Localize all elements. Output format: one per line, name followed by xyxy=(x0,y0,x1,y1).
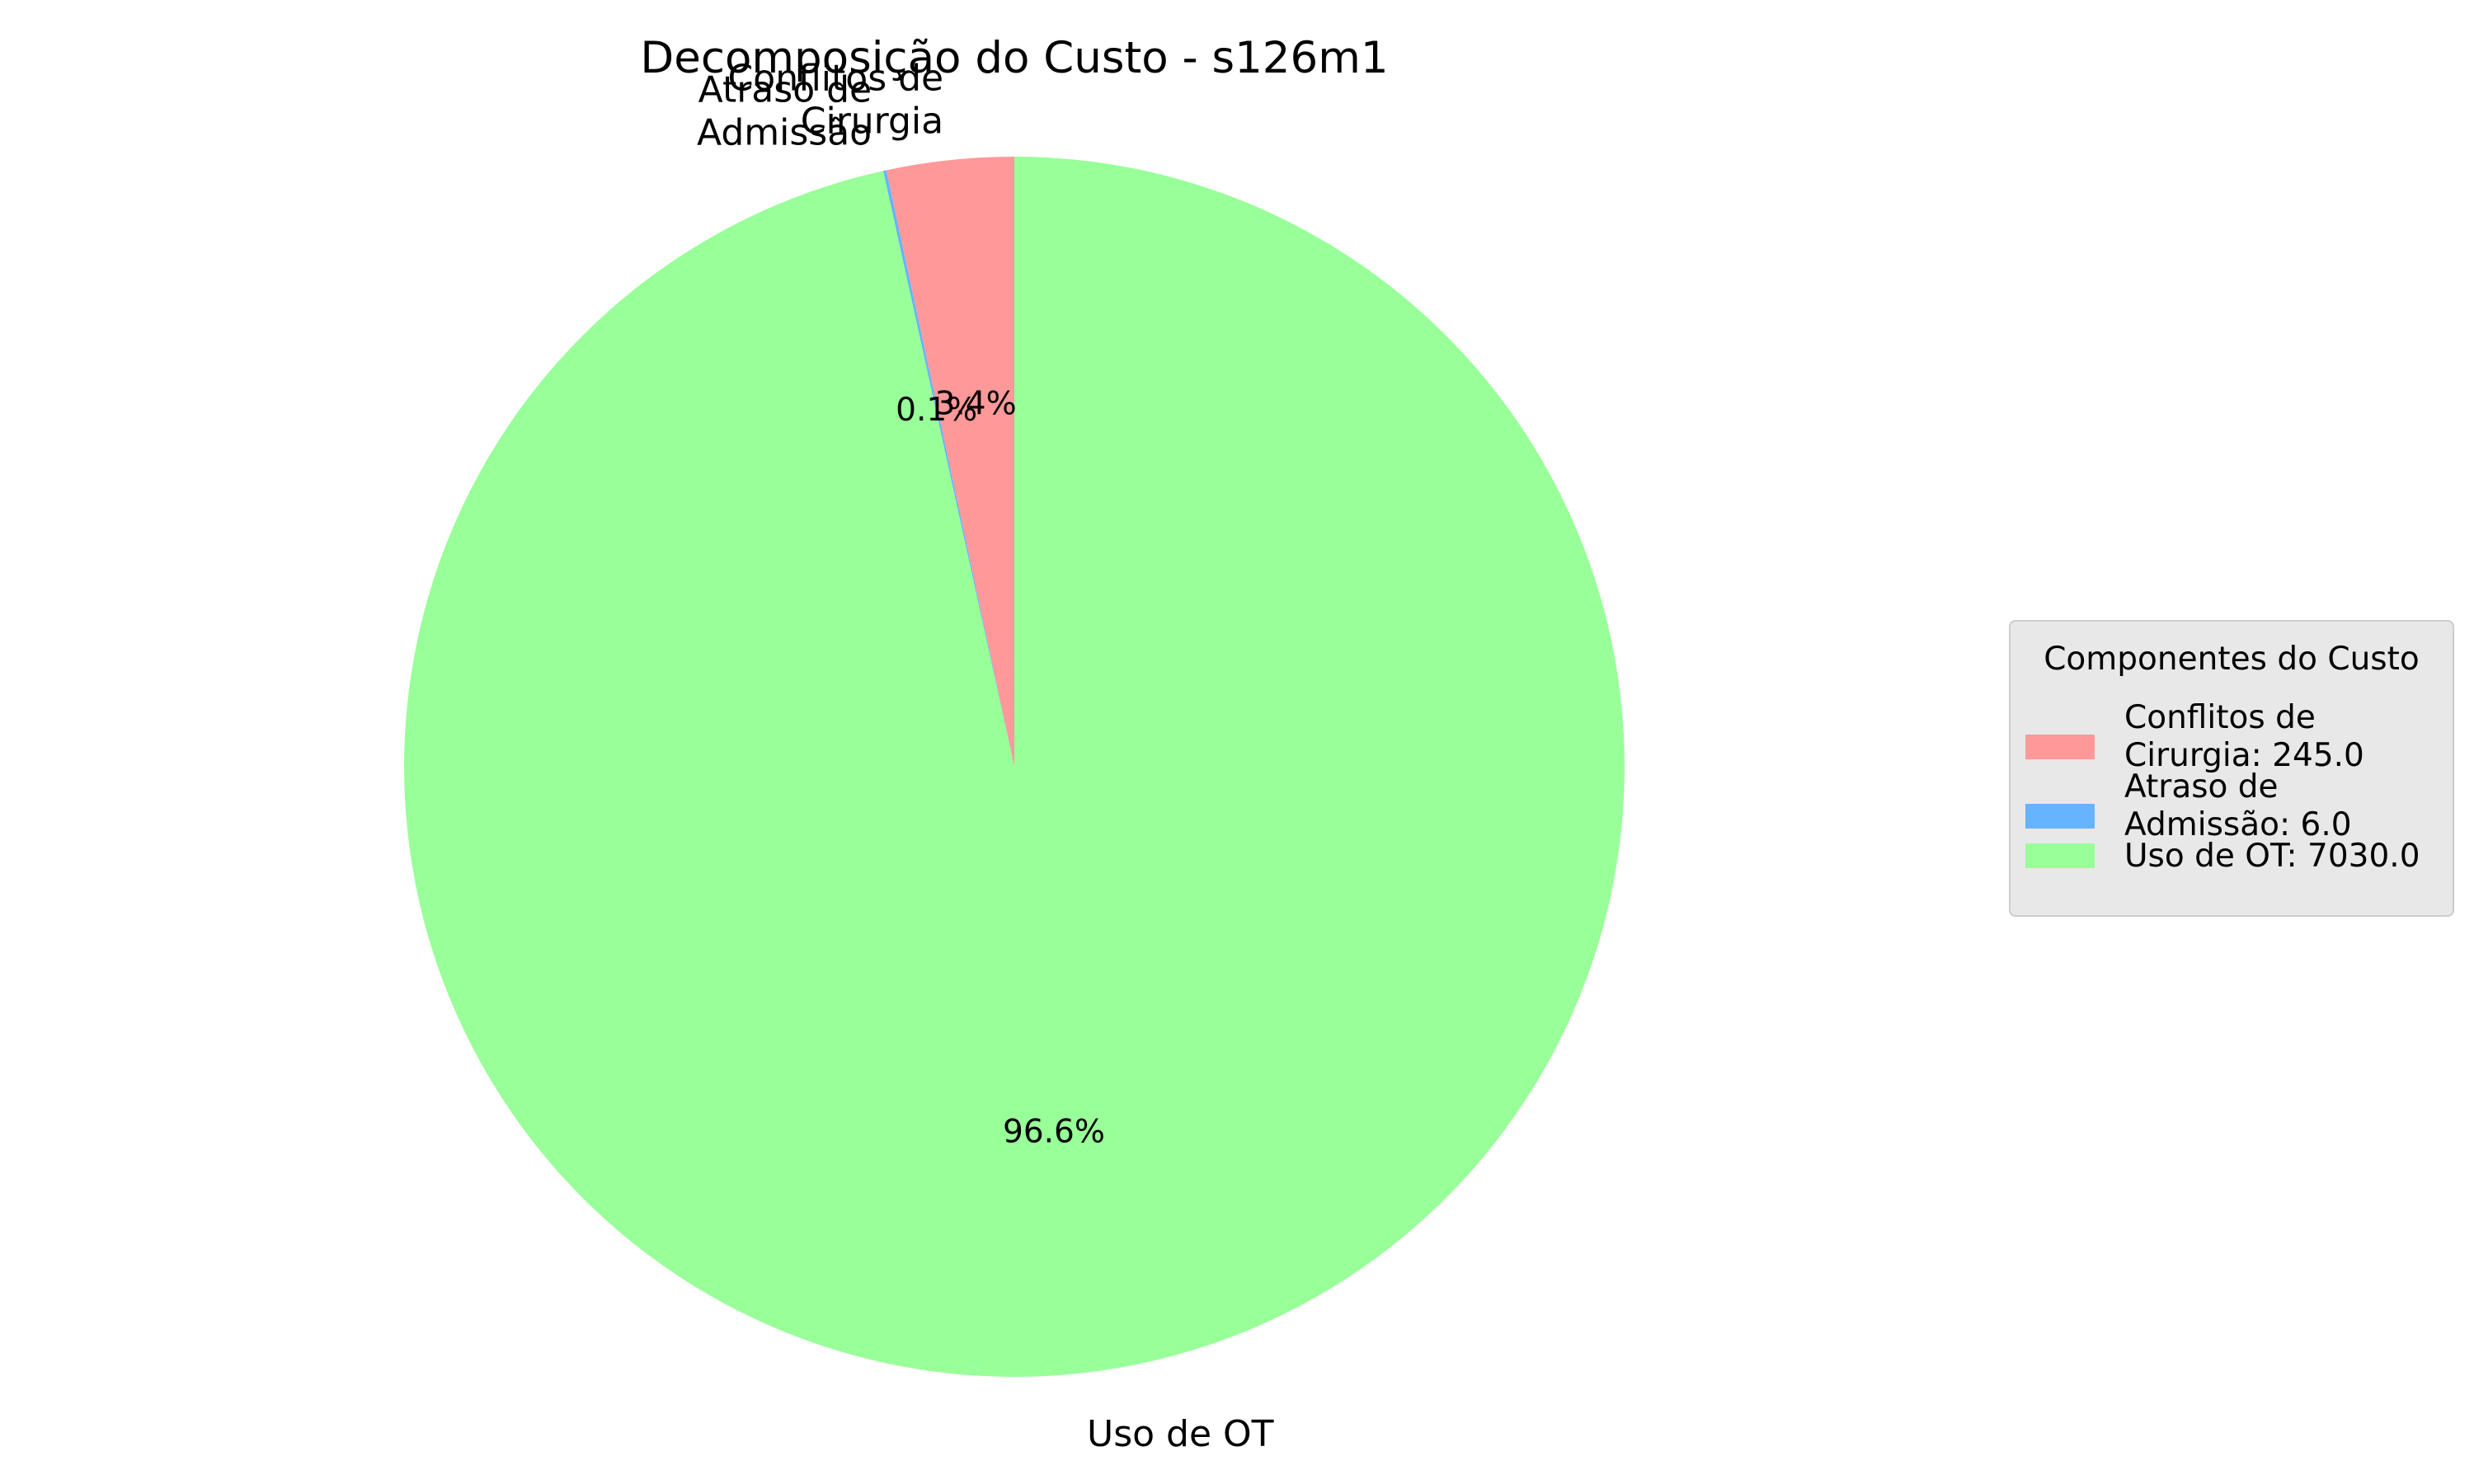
slice-percent-labels: 3.4%0.1% 96.6% xyxy=(896,385,1105,1150)
pie-slice-uso-ot xyxy=(403,157,1625,1378)
legend: Componentes do Custo Conflitos de Cirurg… xyxy=(2009,620,2454,917)
slice-percent-uso-ot: 96.6% xyxy=(1003,1113,1105,1150)
legend-label-conflitos: Conflitos de Cirurgia: 245.0 xyxy=(2124,699,2364,774)
pie-slice-atraso xyxy=(882,170,1014,768)
slice-percent-conflitos: 3.4% xyxy=(935,385,1017,422)
chart-title: Decomposição do Custo - s126m1 xyxy=(640,33,1388,83)
legend-swatch-atraso xyxy=(2025,804,2095,829)
legend-label-uso-ot: Uso de OT: 7030.0 xyxy=(2124,838,2420,875)
legend-label-atraso: Atraso de Admissão: 6.0 xyxy=(2124,768,2352,843)
legend-swatch-uso-ot xyxy=(2025,843,2095,868)
slice-label-conflitos: Conflitos de Cirurgia xyxy=(728,58,944,143)
pie-slice-conflitos xyxy=(886,157,1014,767)
slice-percent-atraso: 0.1% xyxy=(896,392,977,429)
legend-title: Componentes do Custo xyxy=(2044,641,2420,678)
pie-slices xyxy=(403,157,1625,1378)
slice-label-atraso: Atraso de Admissão xyxy=(697,69,872,154)
slice-label-uso-ot: Uso de OT xyxy=(1087,1413,1274,1455)
legend-swatch-conflitos xyxy=(2025,735,2095,759)
